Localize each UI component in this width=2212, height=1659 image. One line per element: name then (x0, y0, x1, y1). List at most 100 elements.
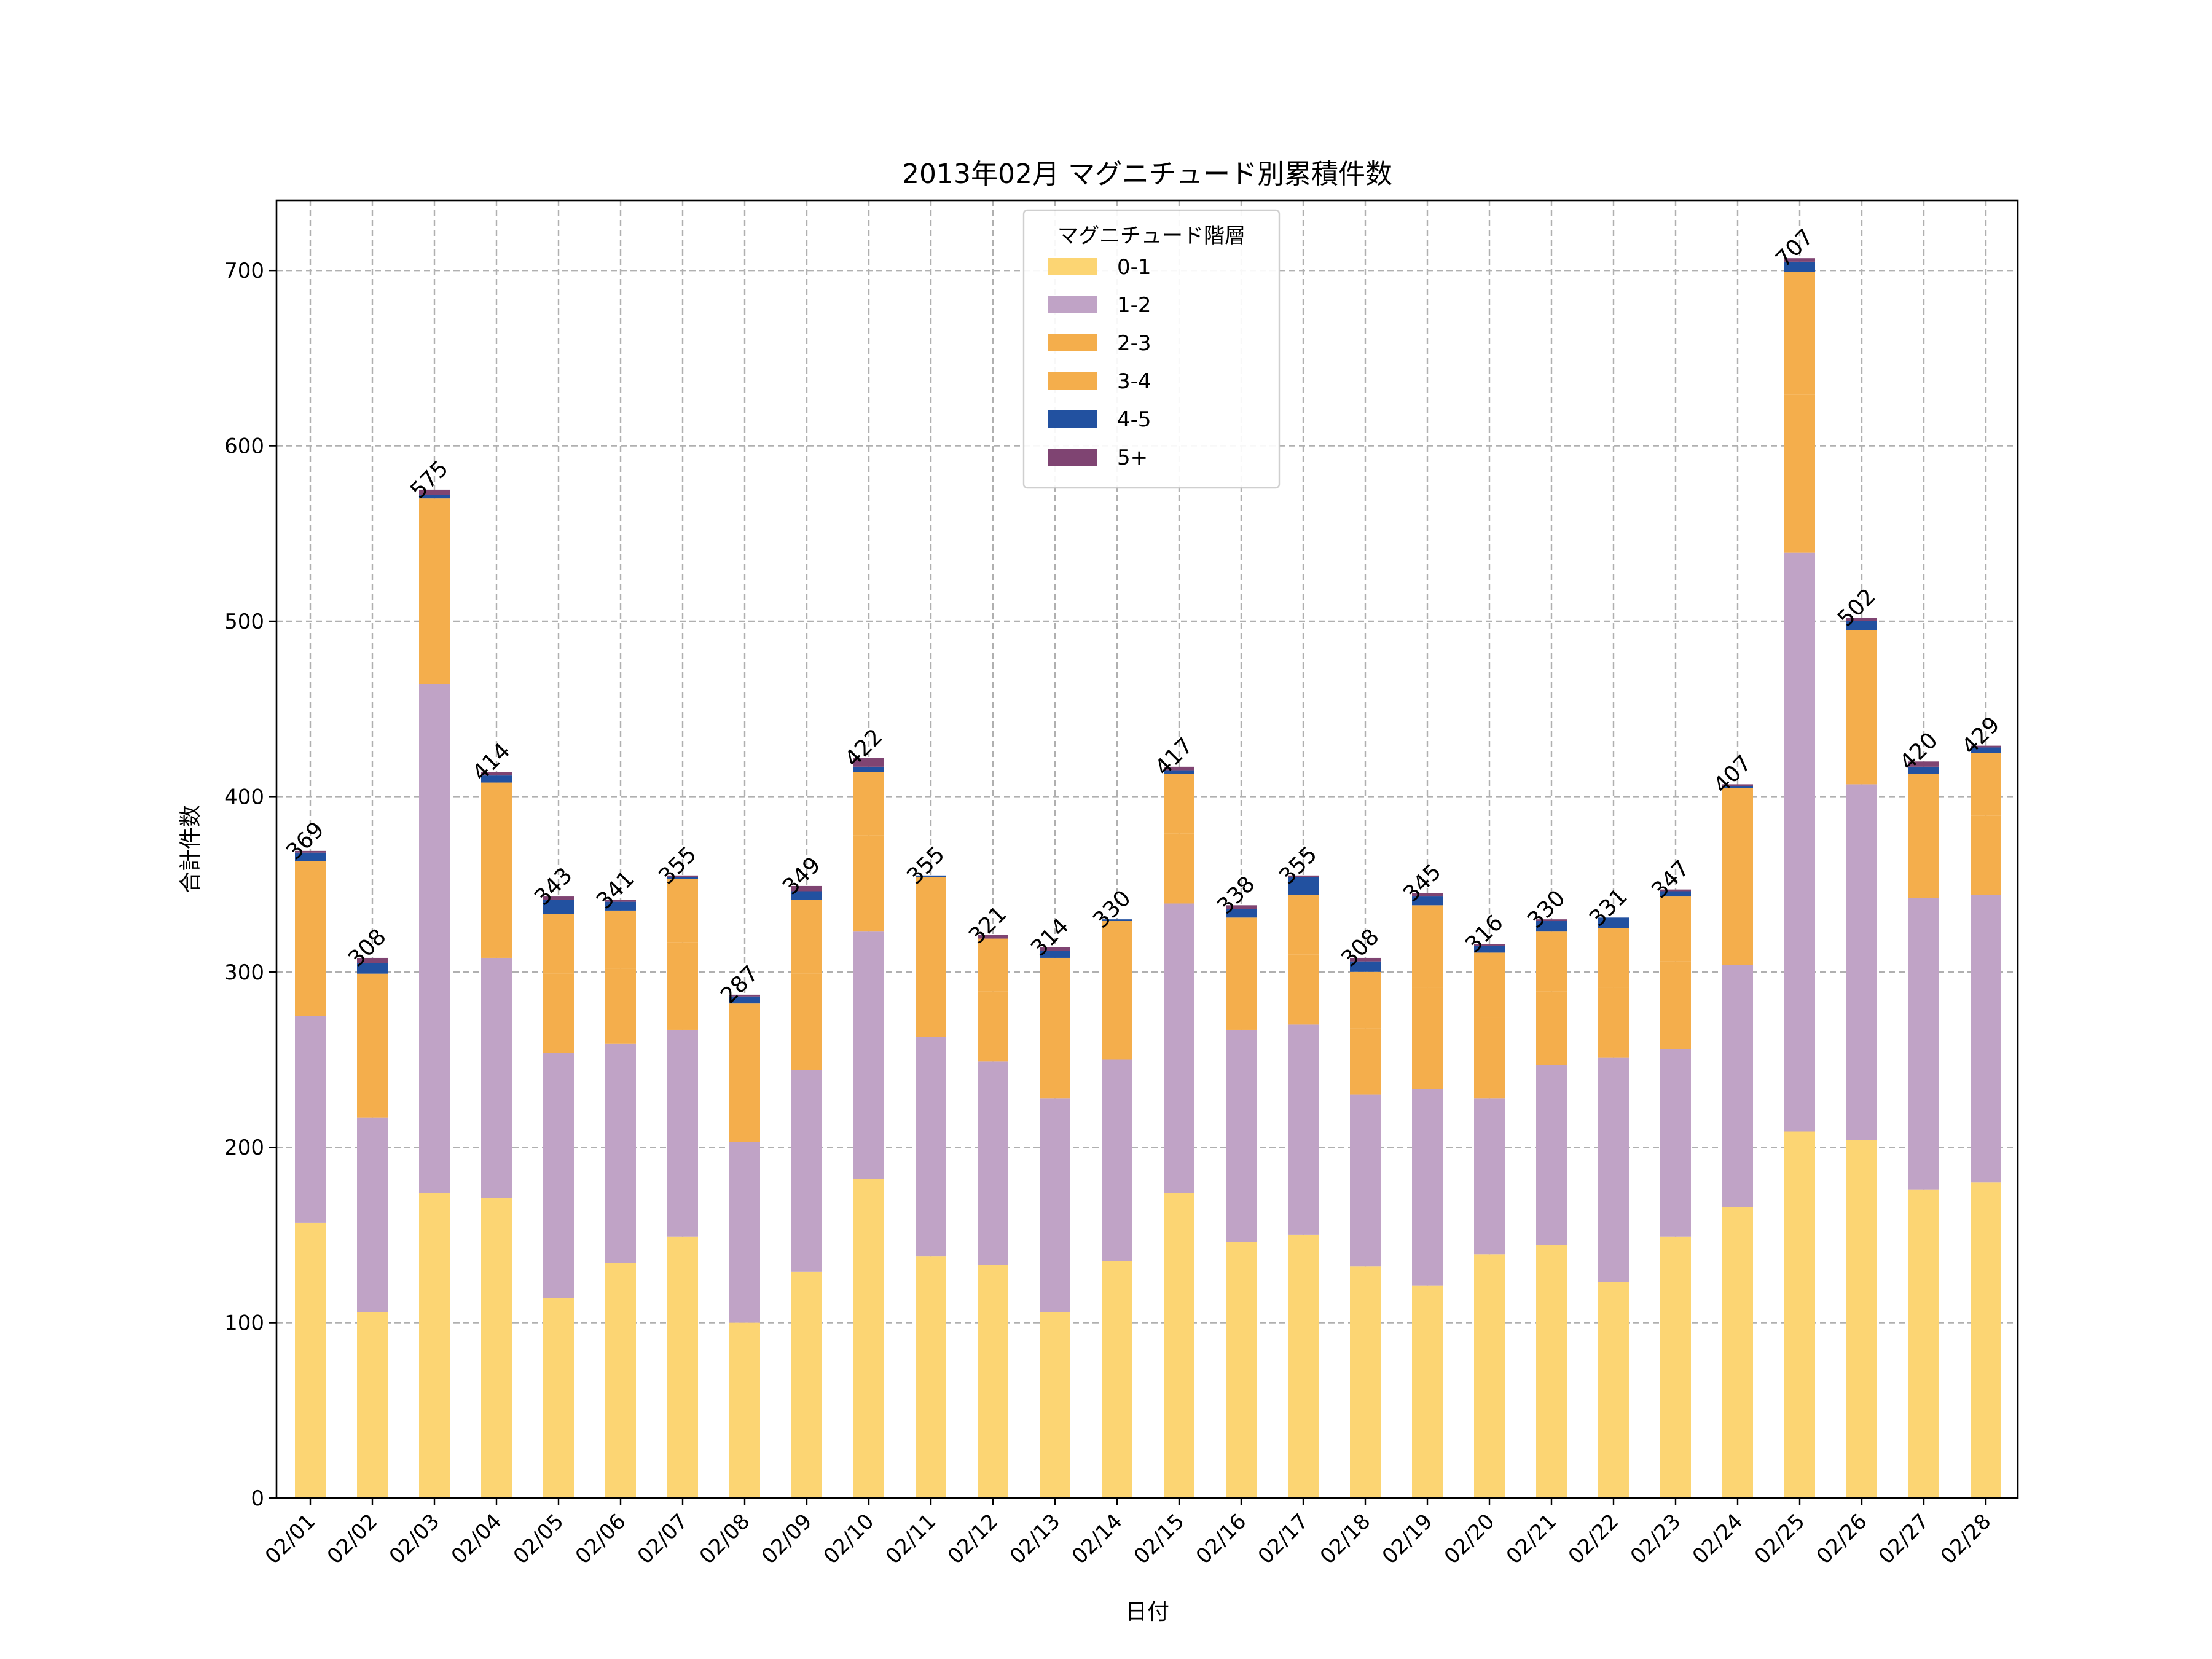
bar-segment-4-5-02-28 (1971, 747, 2001, 753)
bar-segment-1-2-02-15 (1164, 903, 1194, 1193)
bar-segment-5+-02-28 (1971, 745, 2001, 748)
bar-segment-4-5-02-17 (1288, 877, 1319, 895)
bar-segment-2-3-02-11 (916, 949, 946, 1037)
bar-segment-3-4-02-06 (605, 910, 636, 969)
bar-segment-0-1-02-12 (978, 1265, 1008, 1498)
bar-segment-4-5-02-15 (1164, 770, 1194, 774)
bar-segment-2-3-02-15 (1164, 833, 1194, 904)
bar-segment-1-2-02-14 (1102, 1059, 1132, 1261)
bar-segment-0-1-02-10 (853, 1179, 884, 1498)
bar-segment-3-4-02-18 (1350, 971, 1381, 1029)
bar-segment-0-1-02-21 (1536, 1245, 1567, 1498)
bar-segment-0-1-02-14 (1102, 1261, 1132, 1498)
bar-segment-0-1-02-09 (791, 1271, 822, 1498)
bar-segment-1-2-02-04 (481, 957, 512, 1198)
bar-segment-2-3-02-21 (1536, 991, 1567, 1065)
bar-segment-3-4-02-04 (481, 782, 512, 861)
bar-segment-0-1-02-05 (543, 1298, 574, 1498)
x-tick-label: 02/19 (1378, 1509, 1438, 1569)
y-tick-label: 700 (224, 259, 264, 283)
bar-segment-3-4-02-02 (357, 973, 388, 1033)
bar-segment-4-5-02-25 (1784, 261, 1815, 273)
bar-segment-1-2-02-07 (667, 1029, 698, 1237)
bar-segment-0-1-02-08 (729, 1322, 760, 1498)
bar-segment-5+-02-15 (1164, 766, 1194, 771)
bar-segment-0-1-02-16 (1226, 1242, 1257, 1498)
bar-segment-2-3-02-27 (1908, 828, 1939, 898)
bar-segment-2-3-02-16 (1226, 967, 1257, 1030)
bar-segment-4-5-02-09 (791, 891, 822, 900)
bar-segment-1-2-02-25 (1784, 552, 1815, 1132)
bar-segment-1-2-02-21 (1536, 1065, 1567, 1246)
bar-segment-0-1-02-15 (1164, 1193, 1194, 1498)
bar-segment-4-5-02-16 (1226, 909, 1257, 918)
bar-segment-1-2-02-18 (1350, 1094, 1381, 1267)
bar-segment-5+-02-16 (1226, 905, 1257, 909)
x-tick-label: 02/11 (881, 1509, 941, 1569)
bar-segment-2-3-02-08 (729, 1065, 760, 1142)
bar-segment-0-1-02-18 (1350, 1266, 1381, 1498)
bar-segment-0-1-02-03 (419, 1193, 450, 1498)
bar-segment-5+-02-07 (667, 875, 698, 877)
bar-segment-5+-02-10 (853, 758, 884, 767)
x-tick-label: 02/17 (1253, 1509, 1314, 1569)
y-tick-label: 500 (224, 610, 264, 634)
bar-segment-4-5-02-21 (1536, 921, 1567, 932)
bar-segment-2-3-02-10 (853, 835, 884, 932)
chart-title: 2013年02月 マグニチュード別累積件数 (902, 159, 1392, 190)
x-tick-label: 02/12 (943, 1509, 1003, 1569)
bar-segment-2-3-02-01 (295, 928, 326, 1016)
bar-segment-1-2-02-05 (543, 1053, 574, 1298)
bar-segment-2-3-02-12 (978, 991, 1008, 1062)
bar-segment-0-1-02-24 (1722, 1207, 1753, 1498)
bar-segment-1-2-02-23 (1660, 1049, 1691, 1237)
bar-segment-2-3-02-23 (1660, 961, 1691, 1049)
bar-segment-5+-02-24 (1722, 784, 1753, 786)
bar-segment-3-4-02-09 (791, 900, 822, 974)
bar-segment-5+-02-12 (978, 935, 1008, 939)
bar-segment-2-3-02-26 (1846, 700, 1877, 785)
bar-segment-0-1-02-23 (1660, 1236, 1691, 1498)
x-tick-label: 02/23 (1626, 1509, 1686, 1569)
bar-segment-5+-02-08 (729, 994, 760, 997)
bar-segment-4-5-02-06 (605, 901, 636, 911)
legend-items: 0-1 1-2 2-3 3-4 4-5 5+ (1048, 255, 1151, 470)
bar-segment-1-2-02-06 (605, 1043, 636, 1263)
bar-segment-3-4-02-26 (1846, 630, 1877, 700)
bar-segment-0-1-02-04 (481, 1198, 512, 1498)
bar-segment-1-2-02-27 (1908, 898, 1939, 1190)
y-tick-label: 0 (251, 1486, 264, 1511)
bar-segment-1-2-02-08 (729, 1142, 760, 1323)
bar-segment-3-4-02-17 (1288, 895, 1319, 955)
bar-segment-5+-02-09 (791, 885, 822, 892)
x-tick-label: 02/15 (1129, 1509, 1190, 1569)
x-tick-label: 02/26 (1812, 1509, 1872, 1569)
x-tick-label: 02/05 (509, 1509, 569, 1569)
x-tick-label: 02/07 (633, 1509, 693, 1569)
bar-segment-1-2-02-24 (1722, 965, 1753, 1207)
legend-swatch-3-4 (1048, 372, 1097, 390)
bar-segment-1-2-02-19 (1412, 1089, 1443, 1286)
bar-segment-1-2-02-12 (978, 1061, 1008, 1265)
bar-segment-0-1-02-20 (1474, 1254, 1505, 1498)
bar-segment-5+-02-23 (1660, 889, 1691, 892)
bars-layer (295, 258, 2001, 1498)
bar-segment-4-5-02-22 (1598, 917, 1629, 928)
bar-segment-3-4-02-10 (853, 772, 884, 836)
x-tick-label: 02/04 (447, 1509, 507, 1569)
bar-segment-4-5-02-02 (357, 963, 388, 974)
bar-segment-4-5-02-27 (1908, 766, 1939, 774)
bar-segment-4-5-02-18 (1350, 961, 1381, 972)
legend-label-5+: 5+ (1117, 445, 1148, 470)
x-tick-label: 02/25 (1750, 1509, 1810, 1569)
x-tick-label: 02/10 (819, 1509, 879, 1569)
bar-segment-3-4-02-11 (916, 877, 946, 949)
bar-segment-4-5-02-13 (1040, 951, 1070, 958)
bar-segment-3-4-02-05 (543, 914, 574, 974)
legend-label-3-4: 3-4 (1117, 369, 1151, 394)
bar-segment-4-5-02-19 (1412, 896, 1443, 906)
bar-segment-1-2-02-28 (1971, 895, 2001, 1183)
bar-segment-1-2-02-20 (1474, 1098, 1505, 1255)
bar-segment-4-5-02-26 (1846, 621, 1877, 630)
